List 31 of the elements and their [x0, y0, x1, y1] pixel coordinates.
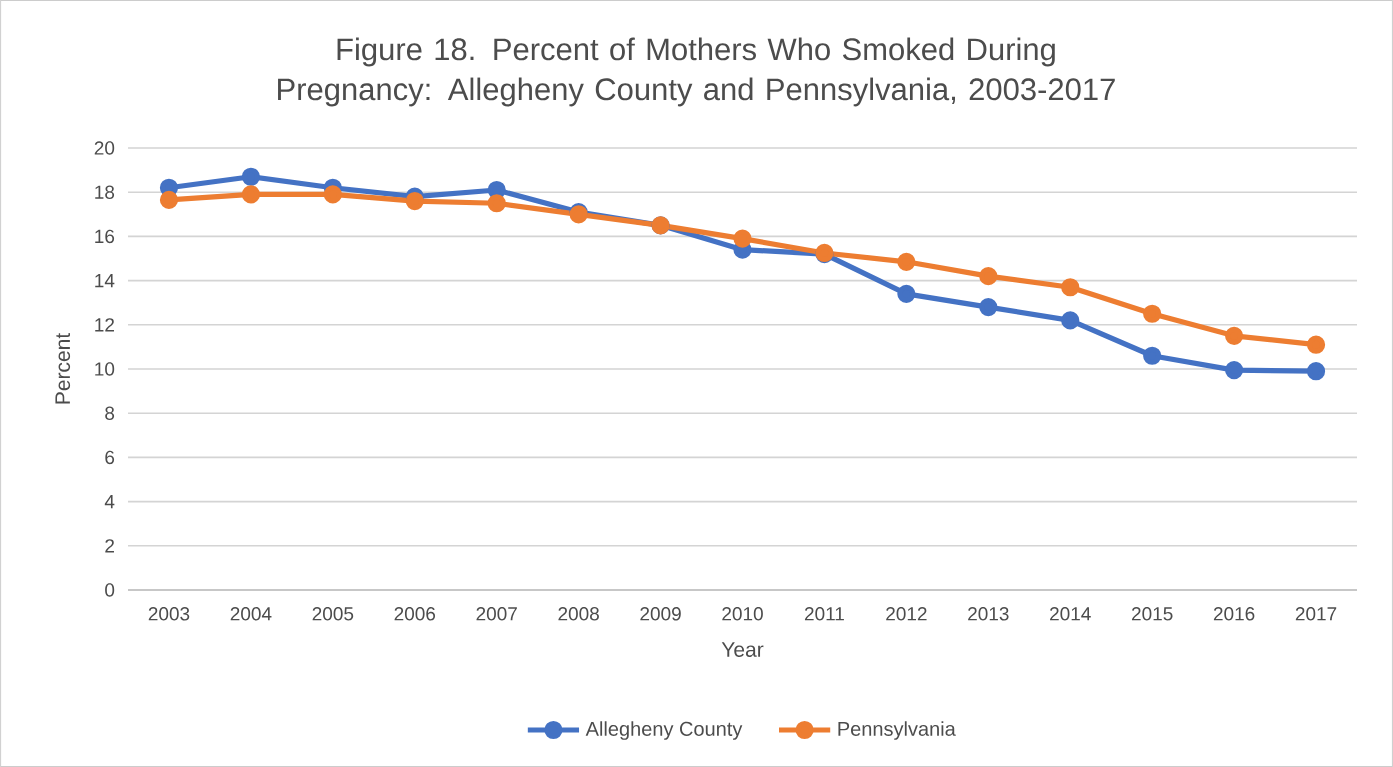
y-tick-label: 18	[95, 185, 115, 199]
x-tick-label: 2016	[1213, 607, 1255, 621]
x-tick-label: 2008	[558, 607, 599, 621]
y-tick-label: 16	[95, 229, 115, 244]
y-axis-title: Percent	[55, 332, 71, 404]
x-tick-label: 2003	[148, 607, 190, 621]
y-tick-label: 2	[105, 539, 114, 553]
legend-label: Pennsylvania	[838, 721, 956, 740]
x-axis-title: Year	[721, 642, 764, 657]
y-tick-label: 20	[94, 141, 115, 155]
x-tick-label: 2009	[640, 607, 681, 621]
chart-title: Figure 18. Percent of Mothers Who Smoked During Pregnancy: Allegheny County and Pennsylvania, 2003-2017	[278, 37, 1115, 107]
x-tick-label: 2005	[312, 607, 354, 621]
y-tick-label: 12	[95, 318, 114, 332]
y-tick-label: 8	[105, 406, 115, 420]
x-tick-label: 2017	[1295, 607, 1337, 621]
x-tick-label: 2012	[886, 607, 927, 621]
x-tick-label: 2013	[968, 607, 1009, 621]
x-tick-label: 2010	[722, 607, 763, 621]
x-tick-label: 2006	[394, 607, 436, 621]
y-tick-label: 6	[105, 450, 115, 465]
y-tick-label: 14	[95, 274, 115, 288]
x-tick-label: 2014	[1050, 607, 1091, 621]
y-tick-label: 10	[95, 362, 115, 376]
y-tick-label: 4	[104, 495, 115, 509]
legend-label: Allegheny County	[585, 721, 743, 740]
x-tick-label: 2004	[230, 607, 272, 621]
y-tick-label: 0	[105, 583, 115, 597]
x-tick-label: 2007	[476, 607, 517, 621]
x-tick-label: 2015	[1131, 607, 1173, 621]
x-tick-label: 2011	[804, 607, 844, 621]
